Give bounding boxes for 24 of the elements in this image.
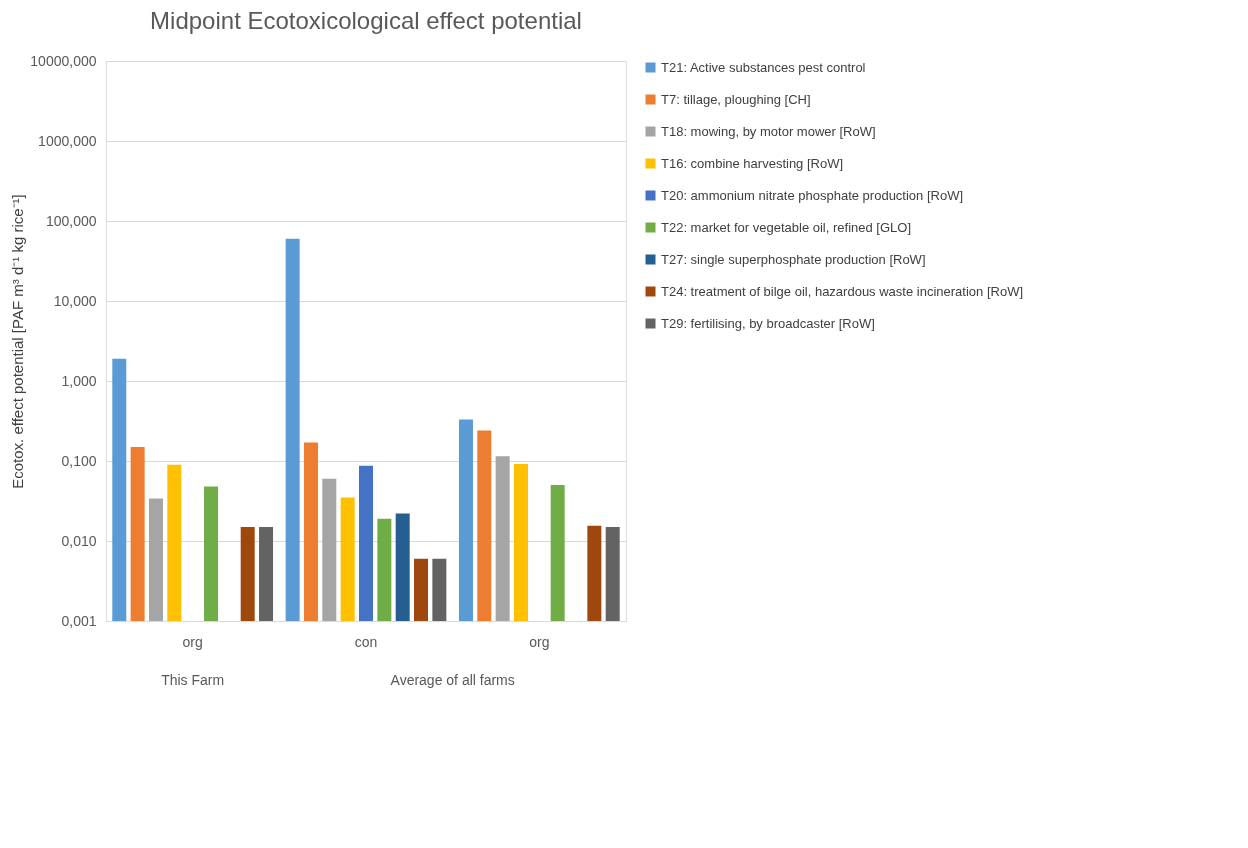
legend-label: T20: ammonium nitrate phosphate production [RoW] xyxy=(661,187,964,203)
x-tick-label: org xyxy=(182,633,203,650)
legend-label: T29: fertilising, by broadcaster [RoW] xyxy=(661,315,875,331)
y-tick-label: 10,000 xyxy=(53,292,97,309)
y-tick-label: 0,100 xyxy=(61,452,97,469)
x-tick-label: org xyxy=(529,633,550,650)
y-axis-title: Ecotox. effect potential [PAF m³ d⁻¹ kg rice⁻¹] xyxy=(9,194,27,489)
legend-label: T16: combine harvesting [RoW] xyxy=(661,155,844,171)
text: Average of all farms xyxy=(390,672,515,688)
y-tick-label: 1,000 xyxy=(61,372,97,389)
y-tick-label: 0,001 xyxy=(61,612,97,629)
legend-label: T27: single superphosphate production [RoW] xyxy=(661,251,926,267)
y-tick-label: 100,000 xyxy=(45,212,97,229)
legend-label: T22: market for vegetable oil, refined [GLO] xyxy=(661,219,912,235)
x-tick-label: con xyxy=(354,633,378,650)
text: This Farm xyxy=(161,672,225,688)
y-tick-label: 1000,000 xyxy=(38,132,97,149)
y-tick-label: 10000,000 xyxy=(30,52,97,69)
legend-label: T7: tillage, ploughing [CH] xyxy=(661,91,811,107)
legend-label: T18: mowing, by motor mower [RoW] xyxy=(661,123,876,139)
legend-label: T24: treatment of bilge oil, hazardous waste incineration [RoW] xyxy=(661,283,1024,299)
y-tick-label: 0,010 xyxy=(61,532,97,549)
chart-title: Midpoint Ecotoxicological effect potential xyxy=(150,7,582,34)
legend-label: T21: Active substances pest control xyxy=(661,59,866,75)
